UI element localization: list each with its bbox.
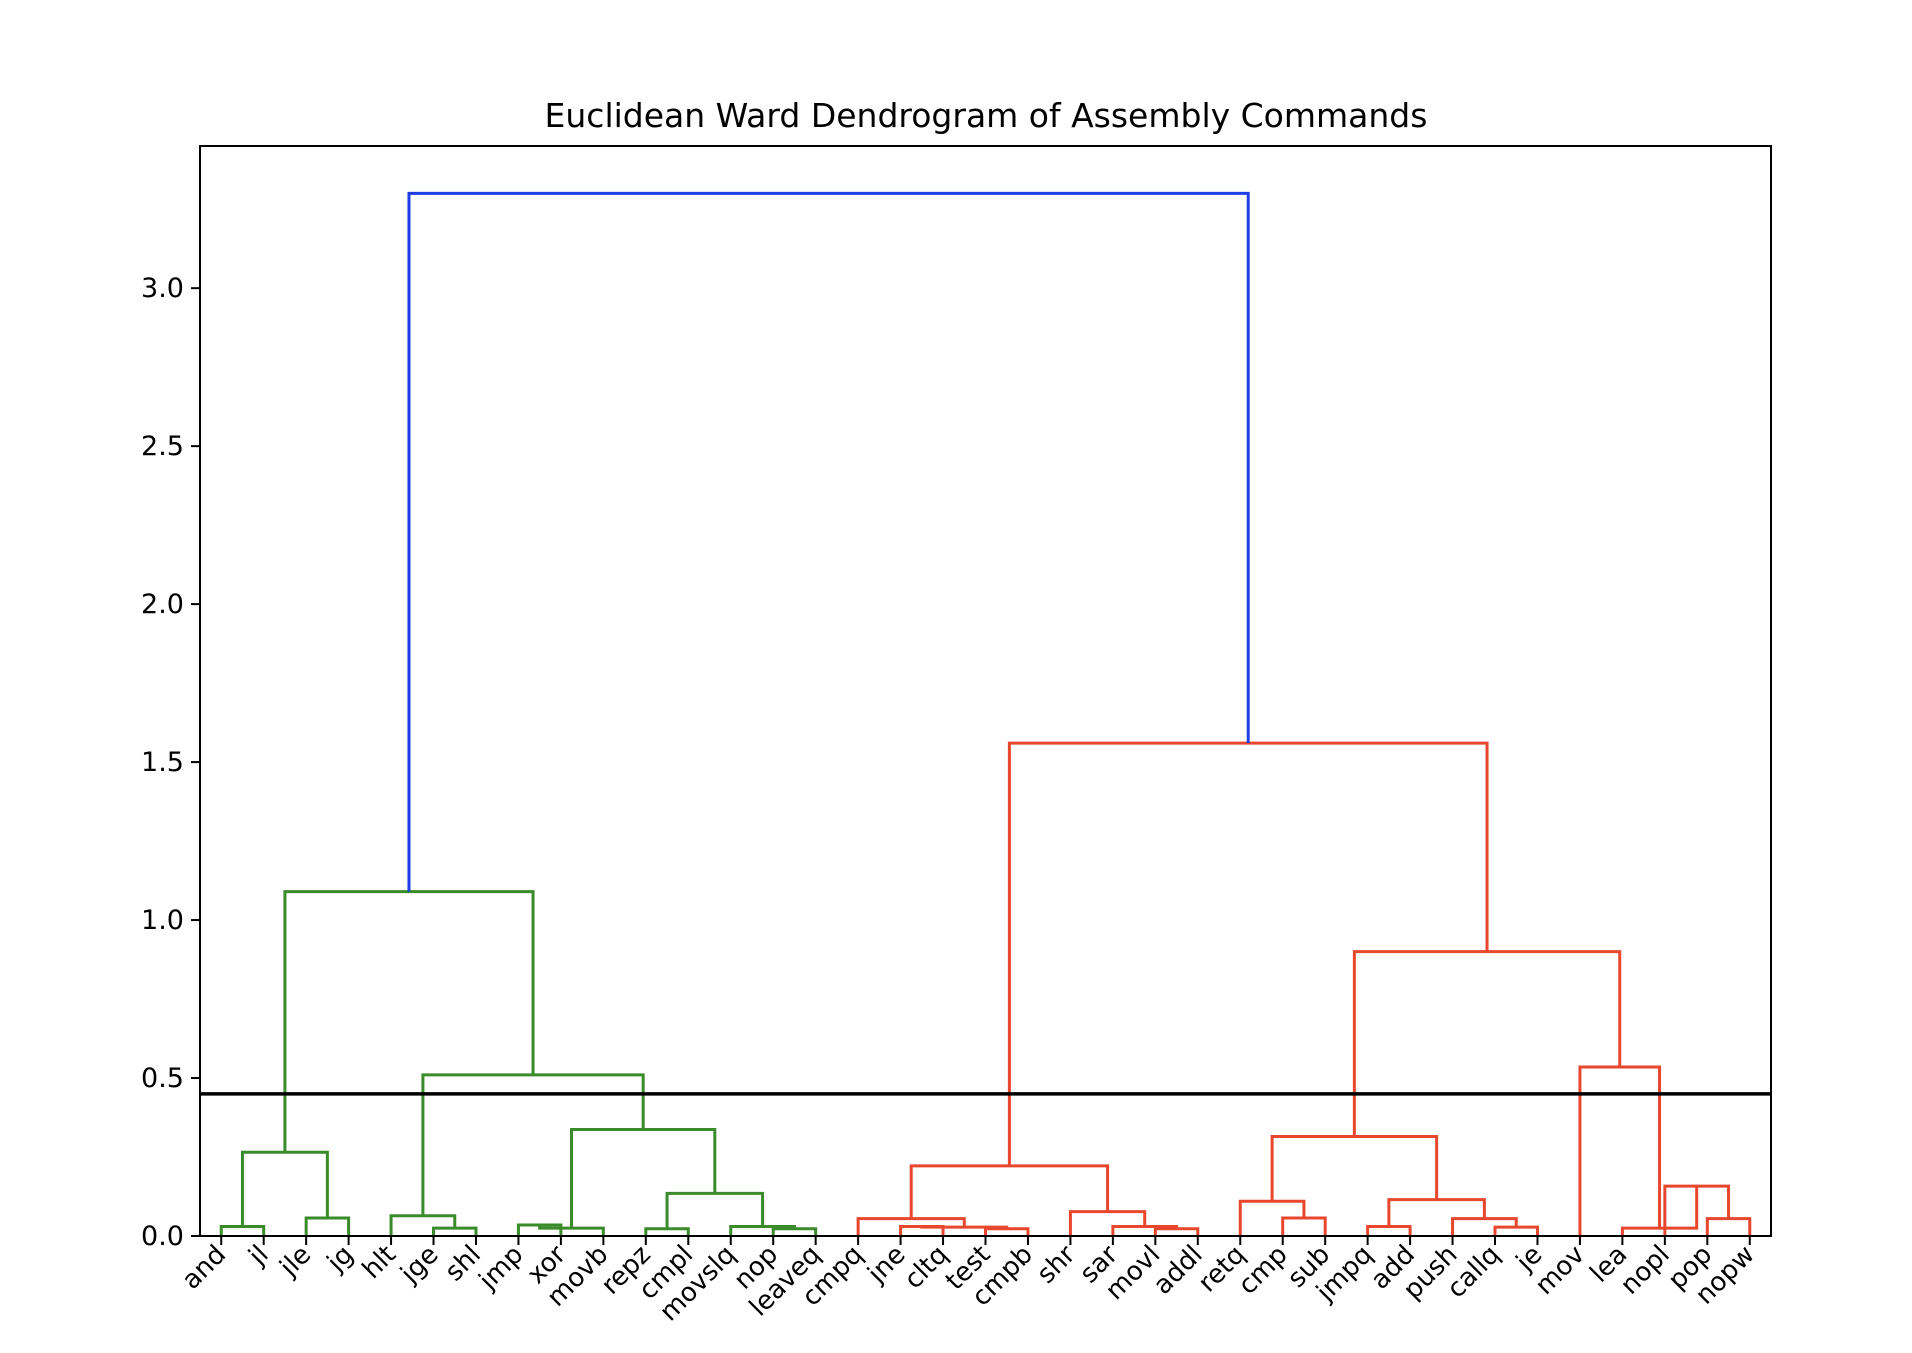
dendrogram-link [283, 890, 535, 1153]
dendrogram-link [1663, 1184, 1731, 1236]
dendrogram-link [219, 1225, 266, 1236]
x-axis: and jl jle jghltjgeshljmpxormovbrepzcmplmov… [176, 1236, 1761, 1327]
leaf-label: cltq [899, 1240, 954, 1295]
plot-frame [199, 145, 1772, 1237]
dendrogram-link [1705, 1217, 1752, 1236]
y-tick-label: 0.0 [141, 1221, 184, 1252]
leaf-label: mov [1530, 1240, 1591, 1301]
dendrogram-link [665, 1191, 765, 1229]
dendrogram-link [1111, 1225, 1179, 1236]
dendrogram-link [421, 1073, 645, 1216]
dendrogram-link [1068, 1210, 1147, 1236]
dendrogram-link [1238, 1199, 1306, 1236]
y-tick-label: 1.5 [141, 747, 184, 778]
leaf-label: jne [862, 1240, 912, 1290]
dendrogram-link [1387, 1198, 1486, 1227]
dendrogram-link [1366, 1225, 1412, 1236]
leaf-label: and [176, 1240, 232, 1296]
leaf-label: shr [1031, 1240, 1081, 1290]
dendrogram-link [407, 191, 1250, 892]
y-tick-label: 1.0 [141, 905, 184, 936]
dendrogram-link [1281, 1216, 1327, 1236]
leaf-label: jg [321, 1240, 360, 1279]
y-axis: 0.0 0.5 1.0 1.5 2.0 2.5 3.0 [141, 273, 200, 1252]
dendrogram-links [219, 191, 1752, 1236]
y-tick-label: 0.5 [141, 1063, 184, 1094]
dendrogram-link [729, 1225, 796, 1236]
leaf-label: jge [394, 1240, 444, 1290]
dendrogram-link [1007, 741, 1489, 1166]
dendrogram-link [389, 1214, 457, 1236]
chart-title: Euclidean Ward Dendrogram of Assembly Co… [545, 96, 1428, 135]
leaf-label: hlt [357, 1240, 402, 1285]
leaf-label: jmp [473, 1240, 530, 1297]
y-tick-label: 2.5 [141, 431, 184, 462]
leaf-label: jle [274, 1240, 317, 1283]
dendrogram-link [1270, 1134, 1439, 1202]
dendrogram-link [240, 1150, 329, 1227]
dendrogram-link [304, 1216, 351, 1236]
dendrogram-link [1153, 1227, 1200, 1236]
y-tick-label: 3.0 [141, 273, 184, 304]
dendrogram-link [570, 1128, 717, 1229]
y-tick-label: 2.0 [141, 589, 184, 620]
dendrogram-link [984, 1227, 1030, 1236]
dendrogram-link [1493, 1225, 1539, 1236]
leaf-label: jl [242, 1240, 274, 1272]
dendrogram-link [516, 1223, 563, 1236]
dendrogram-link [432, 1226, 478, 1236]
dendrogram-link [771, 1227, 818, 1236]
dendrogram-link [644, 1227, 690, 1236]
